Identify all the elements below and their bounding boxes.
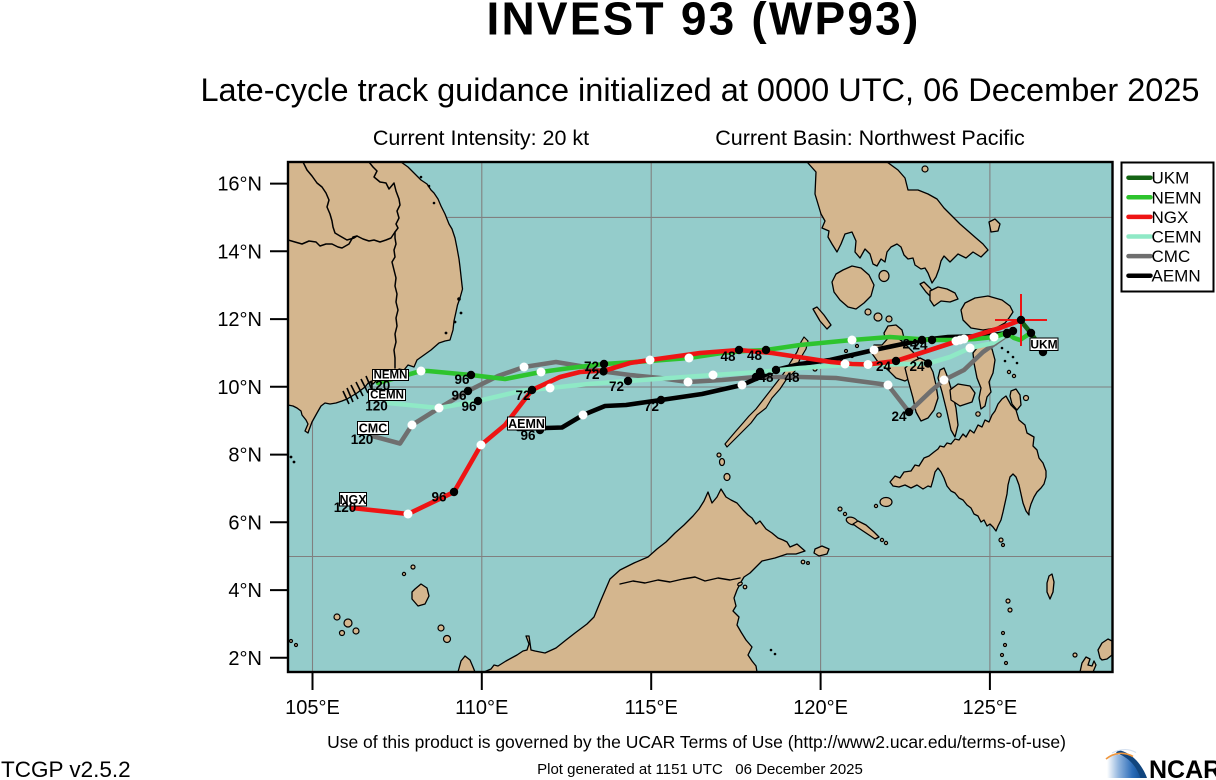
svg-text:96: 96	[454, 372, 470, 387]
svg-text:Use of this product is governe: Use of this product is governed by the U…	[327, 732, 1066, 752]
svg-text:48: 48	[784, 370, 800, 385]
svg-text:AEMN: AEMN	[508, 417, 545, 431]
svg-text:48: 48	[720, 349, 736, 364]
svg-text:UKM: UKM	[1030, 337, 1057, 351]
svg-text:105°E: 105°E	[285, 697, 340, 719]
svg-text:96: 96	[461, 399, 477, 414]
svg-text:14°N: 14°N	[217, 241, 262, 263]
svg-text:24: 24	[912, 338, 928, 353]
svg-text:110°E: 110°E	[455, 697, 508, 719]
svg-text:125°E: 125°E	[963, 697, 1018, 719]
svg-text:120°E: 120°E	[793, 697, 848, 719]
svg-text:24: 24	[891, 409, 907, 424]
svg-text:96: 96	[451, 388, 467, 403]
svg-text:AEMN: AEMN	[1152, 267, 1201, 286]
svg-text:16°N: 16°N	[217, 174, 262, 196]
svg-text:120: 120	[368, 378, 391, 393]
svg-text:NGX: NGX	[339, 493, 367, 507]
svg-text:6°N: 6°N	[228, 512, 262, 534]
svg-text:72: 72	[609, 379, 624, 394]
svg-text:10°N: 10°N	[217, 377, 262, 399]
svg-text:72: 72	[644, 399, 659, 414]
svg-text:Late-cycle track guidance init: Late-cycle track guidance initialized at…	[200, 72, 1199, 108]
svg-text:UKM: UKM	[1152, 169, 1190, 188]
svg-text:96: 96	[431, 490, 447, 505]
svg-text:72: 72	[584, 367, 599, 382]
svg-text:CEMN: CEMN	[370, 389, 404, 401]
svg-text:Current Basin: Northwest Pacif: Current Basin: Northwest Pacific	[715, 126, 1025, 150]
svg-text:120: 120	[365, 399, 388, 414]
svg-text:8°N: 8°N	[228, 445, 262, 467]
svg-text:48: 48	[747, 348, 763, 363]
svg-text:72: 72	[584, 359, 599, 374]
svg-text:CMC: CMC	[359, 421, 387, 435]
svg-text:24: 24	[876, 359, 892, 374]
svg-text:NCAR: NCAR	[1149, 756, 1216, 780]
svg-text:2°N: 2°N	[228, 648, 262, 670]
svg-text:4°N: 4°N	[228, 580, 262, 602]
svg-text:NEMN: NEMN	[374, 369, 408, 381]
svg-text:115°E: 115°E	[625, 697, 678, 719]
svg-text:Plot generated at 1151 UTC 0: Plot generated at 1151 UTC 06 December 2…	[537, 761, 863, 778]
svg-text:CEMN: CEMN	[1152, 228, 1202, 247]
svg-text:NGX: NGX	[1152, 208, 1189, 227]
svg-text:24: 24	[902, 337, 918, 352]
svg-text:INVEST 93 (WP93): INVEST 93 (WP93)	[487, 0, 921, 45]
svg-text:24: 24	[909, 359, 925, 374]
svg-text:96: 96	[520, 428, 536, 443]
svg-text:48: 48	[758, 370, 774, 385]
svg-text:Current Intensity: 20 kt: Current Intensity: 20 kt	[373, 126, 589, 150]
svg-text:NEMN: NEMN	[1152, 188, 1202, 207]
svg-text:CMC: CMC	[1152, 247, 1191, 266]
svg-text:120: 120	[334, 500, 357, 515]
svg-text:120: 120	[351, 432, 374, 447]
svg-text:12°N: 12°N	[217, 309, 262, 331]
svg-text:72: 72	[515, 388, 530, 403]
svg-text:TCGP v2.5.2: TCGP v2.5.2	[1, 757, 131, 780]
